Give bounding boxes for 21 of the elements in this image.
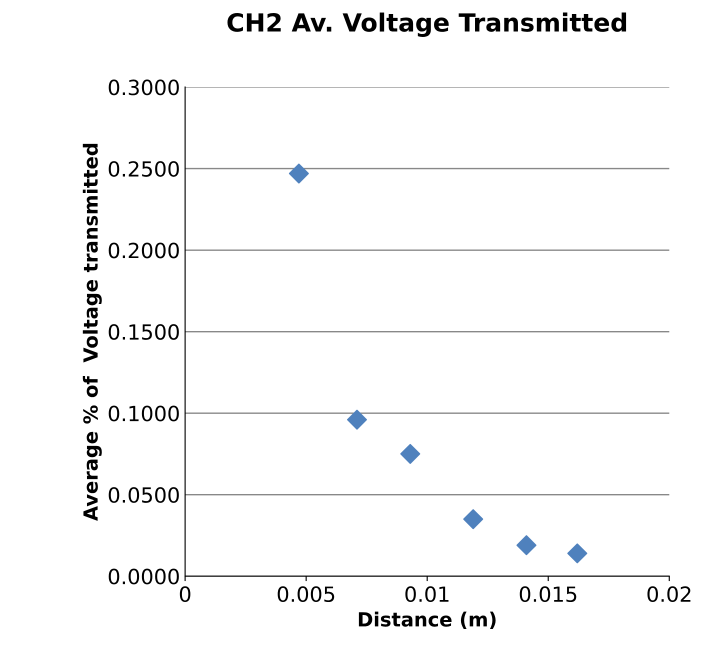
x-tick-label: 0.015 — [520, 586, 576, 602]
x-tick-label: 0.005 — [278, 586, 334, 602]
y-tick-label: 0.2000 — [108, 242, 179, 258]
point — [463, 509, 484, 530]
x-tick-label: 0 — [180, 586, 190, 602]
point — [400, 444, 420, 464]
point — [288, 163, 309, 184]
point — [567, 543, 588, 564]
chart-title: CH2 Av. Voltage Transmitted — [227, 12, 626, 37]
y-tick-label: 0.1500 — [108, 324, 179, 340]
y-tick-label: 0.1000 — [108, 406, 179, 422]
y-tick-label: 0.2500 — [108, 161, 179, 177]
y-tick-label: 0.3000 — [108, 80, 179, 96]
x-axis-title: Distance (m) — [358, 612, 496, 629]
point — [516, 535, 536, 556]
x-tick-label: 0.02 — [647, 586, 690, 602]
point — [346, 410, 368, 430]
x-tick-label: 0.01 — [405, 586, 448, 602]
y-axis-title: Average % of Voltage transmitted — [82, 144, 102, 521]
y-tick-label: 0.0000 — [108, 568, 179, 584]
y-tick-label: 0.0500 — [108, 487, 179, 503]
